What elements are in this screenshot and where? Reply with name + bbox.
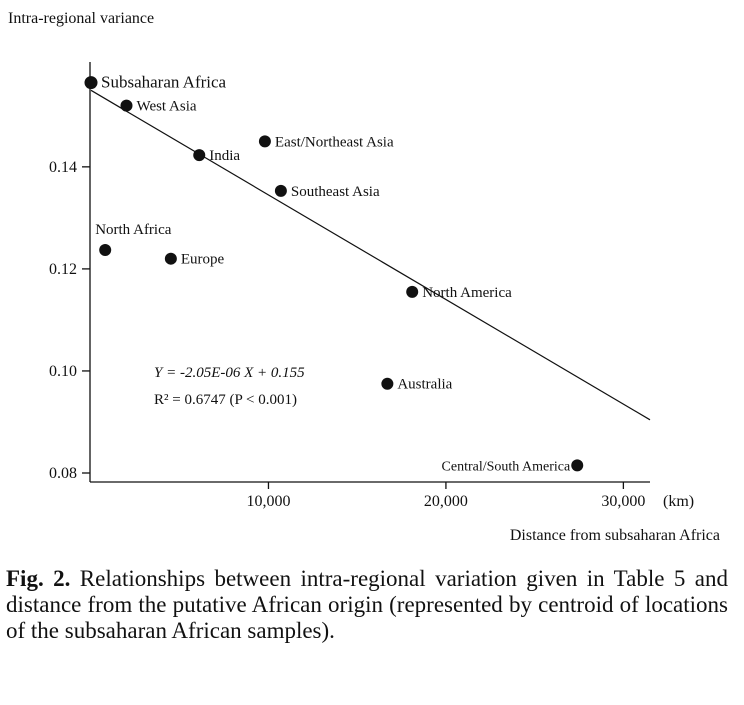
x-axis-unit: (km) <box>663 493 694 510</box>
data-point <box>99 244 112 257</box>
y-ticks: 0.08 0.10 0.12 0.14 <box>49 159 90 482</box>
y-axis-label: Intra-regional variance <box>8 10 154 27</box>
y-tick-label: 0.10 <box>49 363 77 380</box>
figure-caption-text: Relationships between intra-regional var… <box>6 566 728 643</box>
regression-line <box>90 89 651 421</box>
data-point <box>84 76 98 90</box>
point-label: Southeast Asia <box>291 184 380 200</box>
data-point <box>381 377 394 390</box>
scatter-chart: Intra-regional variance 0.08 0.10 0.12 0.14… <box>8 10 720 544</box>
point-label: Europe <box>181 252 225 268</box>
point-label: North Africa <box>95 222 172 238</box>
point-label: East/Northeast Asia <box>275 134 394 150</box>
x-tick-label: 30,000 <box>601 493 645 510</box>
data-point <box>274 184 287 197</box>
point-label: India <box>209 148 240 164</box>
y-tick-label: 0.14 <box>49 159 77 176</box>
point-label: West Asia <box>136 99 196 115</box>
point-label: North America <box>422 285 512 301</box>
data-point <box>193 149 206 162</box>
data-point <box>406 285 419 298</box>
point-label: Subsaharan Africa <box>101 73 227 92</box>
x-tick-label: 10,000 <box>246 493 290 510</box>
figure-label: Fig. 2. <box>6 566 71 591</box>
data-point <box>258 135 271 148</box>
x-tick-label: 20,000 <box>424 493 468 510</box>
data-point <box>164 252 177 265</box>
data-point <box>120 99 133 112</box>
regression-r2: R² = 0.6747 (P < 0.001) <box>154 392 297 408</box>
data-points: Subsaharan Africa West Asia India East/Nort… <box>84 73 584 474</box>
y-tick-label: 0.08 <box>49 465 77 482</box>
regression-equation: Y = -2.05E-06 X + 0.155 <box>154 365 305 381</box>
data-point <box>571 459 584 472</box>
figure-caption: Fig. 2. Relationships between intra-regi… <box>6 566 728 644</box>
point-label: Australia <box>397 377 452 393</box>
x-ticks: 10,000 20,000 30,000 <box>246 482 645 510</box>
y-tick-label: 0.12 <box>49 261 77 278</box>
point-label: Central/South America <box>442 459 571 474</box>
x-axis-label: Distance from subsaharan Africa <box>510 527 720 544</box>
